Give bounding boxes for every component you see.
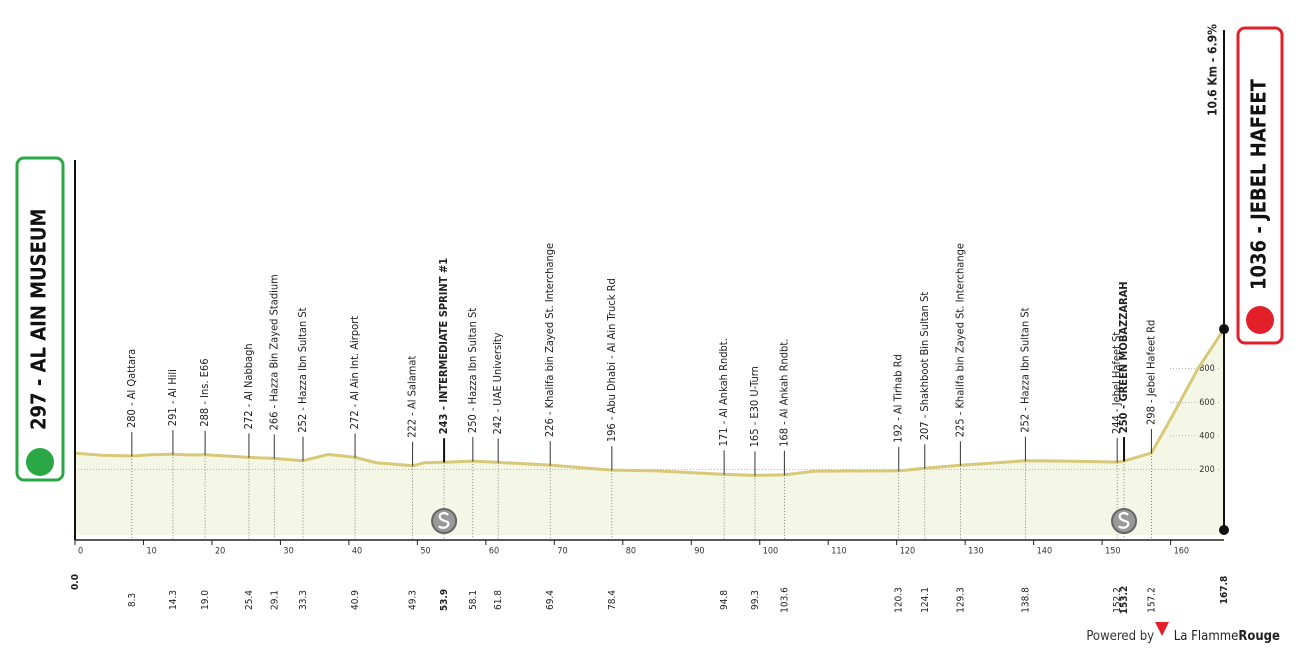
waypoint-km: 69.4	[545, 590, 556, 610]
x-tick-label: 110	[831, 547, 846, 557]
waypoint-km: 129.3	[955, 587, 966, 613]
waypoint-label: 272 - Al Nabbagh	[242, 343, 255, 429]
x-tick-label: 10	[146, 547, 156, 557]
x-tick-label: 80	[626, 547, 636, 557]
x-tick-label: 30	[283, 547, 293, 557]
waypoint-km: 99.3	[750, 590, 761, 610]
finish-bottom-dot	[1219, 525, 1229, 535]
waypoint-label: 288 - Ins. E66	[198, 358, 211, 426]
x-tick-label: 70	[557, 547, 567, 557]
profile-fill	[75, 329, 1224, 535]
start-icon	[26, 448, 54, 476]
start-label: 297 - AL AIN MUSEUM	[27, 209, 51, 430]
waypoint-label: 298 - Jebel Hafeet Rd	[1144, 320, 1157, 425]
waypoint-label: 266 - Hazza Bin Zayed Stadium	[267, 274, 280, 430]
x-tick-label: 100	[763, 547, 778, 557]
waypoint-label: 196 - Abu Dhabi - Al Ain Truck Rd	[605, 278, 618, 442]
y-tick-label: 400	[1199, 431, 1214, 441]
waypoint-label: 207 - Shakhboot Bin Sultan St	[918, 292, 931, 441]
waypoint-label: 244 - Jebel Hafeet St	[1110, 332, 1123, 434]
waypoint-label: 252 - Hazza Ibn Sultan St	[1018, 307, 1031, 432]
waypoint-label: 250 - GREEN MOBAZZARAH	[1117, 281, 1130, 433]
waypoint-label: 225 - Khalifa bin Zayed St. Interchange	[953, 243, 966, 437]
waypoint-km: 61.8	[493, 590, 504, 610]
waypoint-km: 14.3	[168, 590, 179, 610]
waypoint-km: 29.1	[269, 590, 280, 610]
waypoint-km: 40.9	[350, 590, 361, 610]
brand: La Flamme	[1174, 629, 1239, 644]
waypoint-label: 250 - Hazza Ibn Sultan St	[466, 308, 479, 433]
waypoint-label: 165 - E30 U-Turn	[748, 366, 761, 447]
waypoint-label: 280 - Al Qattara	[125, 349, 138, 428]
y-tick-label: 200	[1199, 465, 1214, 475]
powered-by: Powered by	[1086, 629, 1154, 644]
waypoint-km: 120.3	[894, 587, 905, 613]
waypoint-label: 168 - Al Ankah Rndbt.	[777, 339, 790, 447]
x-tick-label: 0	[78, 547, 83, 557]
waypoint-km: 19.0	[200, 590, 211, 610]
waypoint-km: 157.2	[1146, 587, 1157, 613]
x-tick-label: 160	[1174, 547, 1189, 557]
sprint-icon-s	[438, 512, 450, 529]
waypoint-label: 192 - Al Tirhab Rd	[892, 354, 905, 443]
waypoint-km: 153.2	[1119, 586, 1130, 614]
footer: Powered by La FlammeRouge	[1086, 629, 1280, 644]
y-tick-label: 800	[1199, 364, 1214, 374]
x-tick-label: 90	[694, 547, 704, 557]
waypoint-label: 226 - Khalifa bin Zayed St. Interchange	[543, 243, 556, 437]
waypoint-km: 138.8	[1020, 587, 1031, 613]
x-tick-label: 40	[352, 547, 362, 557]
waypoint-km: 49.3	[408, 590, 419, 610]
waypoint-label: 171 - Al Ankah Rndbt.	[717, 338, 730, 446]
x-tick-label: 20	[215, 547, 225, 557]
finish-box	[1236, 26, 1284, 345]
finish-km: 167.8	[1219, 576, 1230, 604]
waypoint-label: 222 - Al Salamat	[406, 356, 419, 438]
waypoint-label: 242 - UAE University	[491, 332, 504, 434]
start-box	[15, 156, 65, 482]
waypoint-km: 152.2	[1112, 587, 1123, 613]
x-tick-label: 130	[968, 547, 983, 557]
waypoint-km: 53.9	[439, 589, 450, 611]
climb-label: 10.6 Km - 6.9%	[1206, 24, 1220, 116]
waypoint-km: 33.3	[298, 590, 309, 610]
brand-bold: Rouge	[1238, 629, 1280, 644]
x-tick-label: 150	[1105, 547, 1120, 557]
brand-logo	[1155, 622, 1169, 636]
y-tick-label: 600	[1199, 398, 1214, 408]
waypoint-label: 291 - Al Hili	[166, 369, 179, 426]
x-tick-label: 140	[1037, 547, 1052, 557]
x-tick-label: 50	[420, 547, 430, 557]
waypoint-km: 124.1	[920, 587, 931, 613]
start-km: 0.0	[70, 574, 81, 590]
finish-top-dot	[1219, 324, 1229, 335]
finish-icon	[1246, 306, 1274, 334]
waypoint-km: 8.3	[127, 593, 138, 607]
waypoint-km: 94.8	[719, 590, 730, 610]
waypoint-label: 252 - Hazza Ibn Sultan St	[296, 307, 309, 432]
waypoint-km: 78.4	[607, 590, 618, 610]
waypoint-km: 58.1	[468, 590, 479, 610]
sprint-icon-s	[1118, 512, 1130, 529]
waypoint-km: 25.4	[244, 590, 255, 610]
waypoint-label: 272 - Al Ain Int. Airport	[348, 316, 361, 430]
x-tick-label: 60	[489, 547, 499, 557]
waypoint-label: 243 - INTERMEDIATE SPRINT #1	[437, 258, 450, 434]
finish-label: 1036 - JEBEL HAFEET	[1247, 78, 1271, 290]
waypoint-km: 103.6	[779, 587, 790, 613]
x-tick-label: 120	[900, 547, 915, 557]
